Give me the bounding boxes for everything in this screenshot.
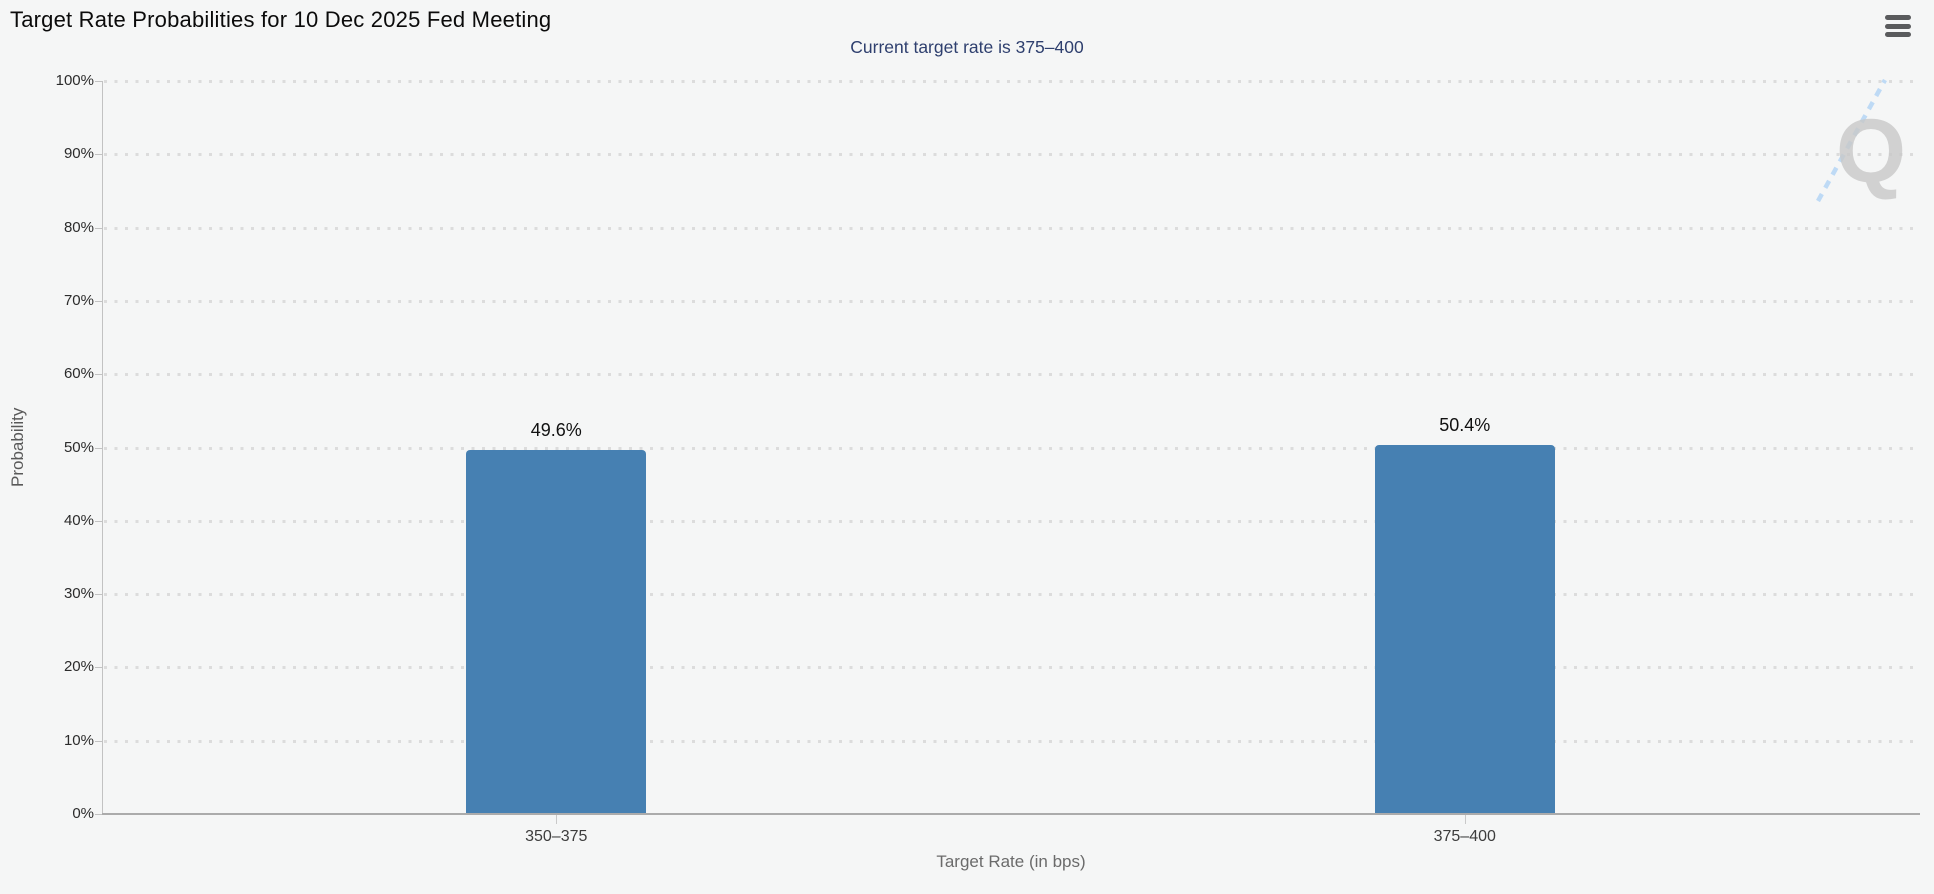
y-axis-title: Probability (8, 407, 27, 488)
gridline-20 (104, 666, 1919, 670)
y-tick-label-0%: 0% (72, 805, 94, 822)
gridline-60 (104, 373, 1919, 377)
x-axis-title: Target Rate (in bps) (936, 852, 1086, 871)
y-tick-mark (95, 814, 102, 815)
gridline-70 (104, 299, 1919, 303)
y-tick-label-10%: 10% (63, 731, 94, 749)
y-tick-mark (95, 594, 102, 596)
bar-375–400[interactable] (1374, 444, 1555, 814)
y-tick-mark (95, 667, 102, 669)
gridline-100 (104, 80, 1919, 83)
hamburger-icon (1885, 23, 1911, 29)
y-tick-mark (95, 374, 102, 376)
x-tick-label-375–400: 375–400 (1433, 828, 1496, 845)
gridline-40 (104, 519, 1919, 523)
gridline-10 (104, 739, 1919, 743)
x-axis-line (102, 813, 1920, 815)
x-tick-label-350–375: 350–375 (525, 828, 588, 845)
gridline-30 (104, 593, 1919, 597)
bar-value-label: 49.6% (530, 420, 582, 441)
gridline-90 (104, 153, 1919, 157)
y-tick-mark (95, 520, 102, 522)
y-tick-mark (95, 740, 102, 742)
bar-value-label: 50.4% (1439, 414, 1491, 435)
y-tick-label-100%: 100% (55, 72, 94, 89)
hamburger-menu-button[interactable] (1884, 13, 1912, 39)
y-tick-label-30%: 30% (63, 585, 94, 603)
y-tick-mark (95, 300, 102, 302)
x-tick-mark (1464, 815, 1466, 824)
y-tick-label-60%: 60% (63, 365, 94, 383)
hamburger-icon (1885, 15, 1911, 20)
bar-350–375[interactable] (466, 450, 647, 814)
y-axis-line (102, 81, 103, 814)
y-tick-label-40%: 40% (63, 511, 94, 529)
chart-subtitle: Current target rate is 375–400 (850, 37, 1084, 57)
gridline-80 (104, 226, 1919, 230)
y-tick-label-50%: 50% (63, 438, 94, 456)
y-tick-mark (95, 227, 102, 229)
y-tick-mark (95, 154, 102, 156)
y-tick-mark (95, 81, 102, 82)
y-tick-label-80%: 80% (63, 218, 94, 236)
y-tick-label-70%: 70% (63, 291, 94, 309)
hamburger-icon (1885, 32, 1911, 37)
x-tick-mark (556, 815, 558, 824)
page-title: Target Rate Probabilities for 10 Dec 202… (10, 7, 552, 32)
y-tick-label-90%: 90% (63, 145, 94, 163)
y-tick-label-20%: 20% (63, 658, 94, 676)
y-tick-mark (95, 447, 102, 449)
gridline-50 (104, 446, 1919, 450)
